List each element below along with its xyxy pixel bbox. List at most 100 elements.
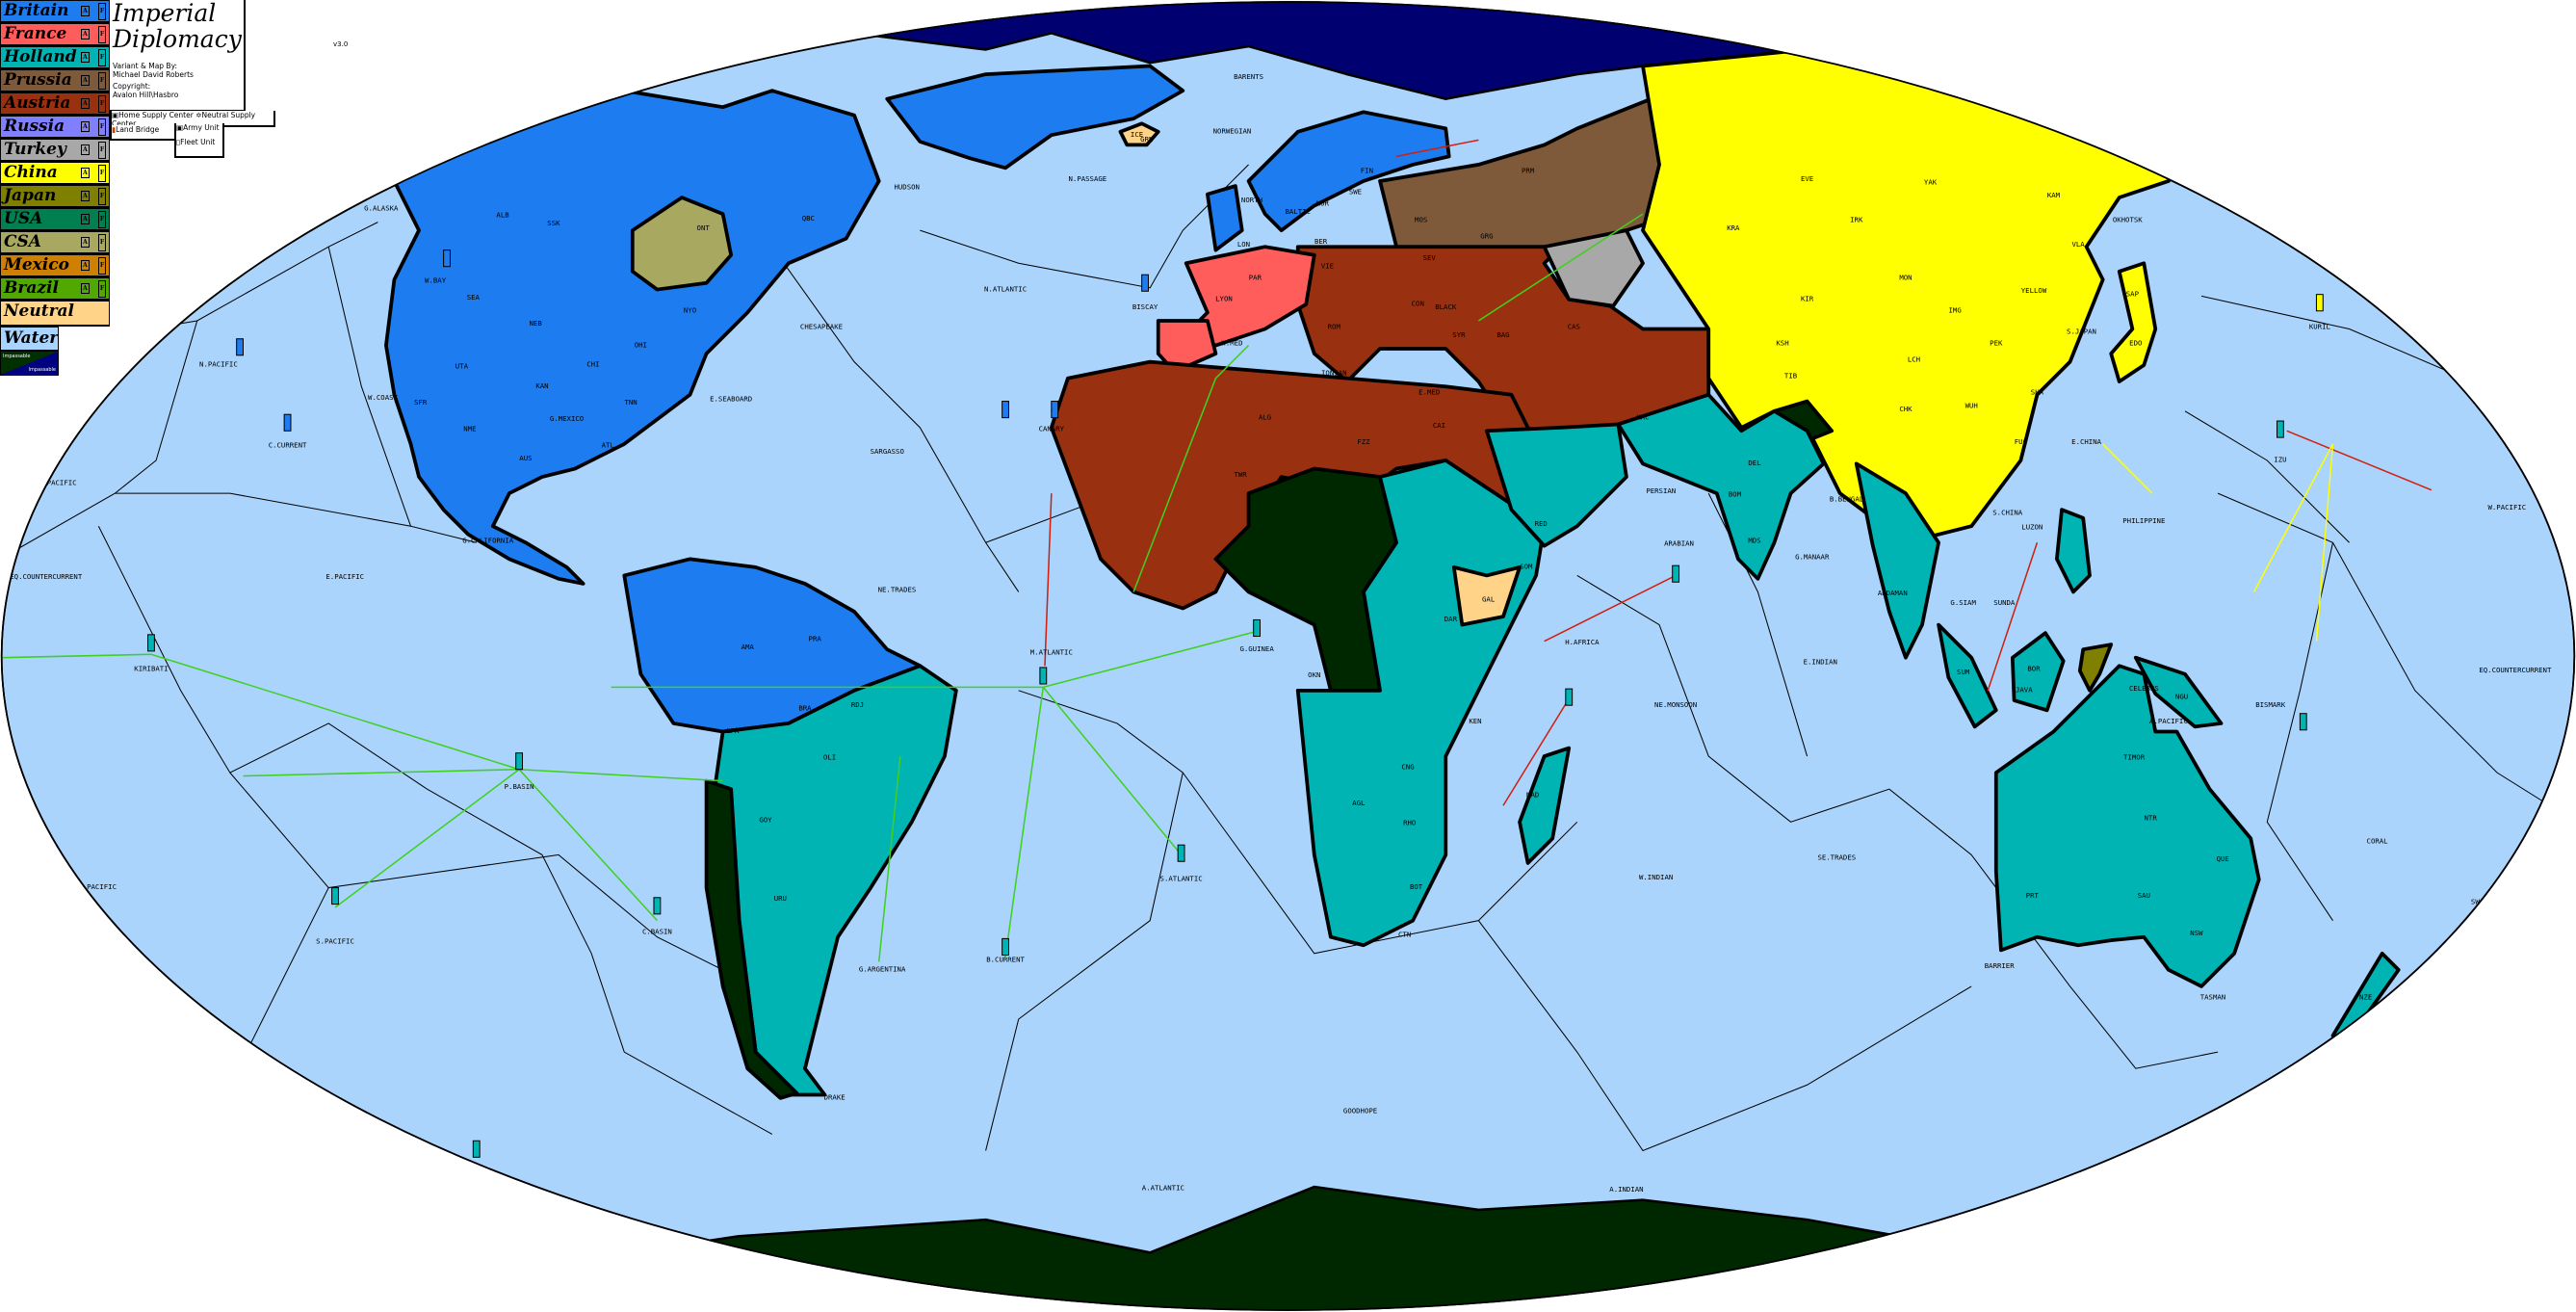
fleet-unit[interactable] — [2407, 220, 2416, 238]
sea-region-kiribati[interactable]: KIRIBATI — [134, 664, 168, 672]
sea-region-echina[interactable]: E.CHINA — [2071, 437, 2101, 446]
sea-region-apacific[interactable]: A.PACIFIC — [2149, 717, 2188, 725]
sea-region-westerlies[interactable]: WESTERLIES — [2476, 317, 2518, 326]
territory-chk[interactable]: CHK — [1899, 405, 1912, 413]
sea-region-nemonsoon[interactable]: NE.MONSOON — [1654, 700, 1697, 709]
territory-sum[interactable]: SUM — [1957, 668, 1970, 676]
sea-region-apacific[interactable]: A.PACIFIC — [457, 1172, 496, 1181]
territory-prm[interactable]: PRM — [1522, 166, 1535, 174]
territory-edo[interactable]: EDO — [2129, 339, 2142, 348]
territory-nor[interactable]: NOR — [1316, 199, 1330, 208]
borneo[interactable] — [2010, 631, 2066, 713]
territory-bag[interactable]: BAG — [1496, 330, 1509, 339]
fleet-unit[interactable] — [1177, 844, 1185, 862]
north-africa[interactable] — [1049, 359, 1555, 611]
fleet-unit[interactable] — [2315, 294, 2324, 312]
sea-region-lyon[interactable]: LYON — [1215, 295, 1233, 303]
sea-region-aindian[interactable]: A.INDIAN — [1609, 1185, 1643, 1194]
territory-ohi[interactable]: OHI — [635, 340, 647, 349]
sea-region-norwegian[interactable]: NORWEGIAN — [1213, 126, 1252, 135]
sea-region-luzon[interactable]: LUZON — [2021, 523, 2043, 532]
japan[interactable] — [2109, 261, 2158, 383]
sea-region-bismark[interactable]: BISMARK — [2255, 700, 2285, 709]
territory-twr[interactable]: TWR — [1234, 470, 1247, 479]
sea-region-red[interactable]: RED — [1535, 519, 1548, 528]
sea-region-eqcountercurrent[interactable]: EQ.COUNTERCURRENT — [2479, 666, 2552, 674]
territory-lon[interactable]: LON — [1237, 240, 1250, 249]
territory-alg[interactable]: ALG — [1259, 412, 1271, 421]
sea-region-westerlies[interactable]: WESTERLIES — [107, 335, 149, 344]
sea-region-philippine[interactable]: PHILIPPINE — [2122, 516, 2165, 525]
sea-region-baltic[interactable]: BALTIC — [1285, 207, 1310, 216]
sea-region-yellow[interactable]: YELLOW — [2021, 286, 2047, 295]
territory-eve[interactable]: EVE — [1801, 174, 1813, 183]
territory-lpa[interactable]: LPA — [726, 726, 740, 735]
british-isles[interactable] — [1206, 184, 1244, 252]
sea-region-okhotsk[interactable]: OKHOTSK — [2113, 216, 2143, 224]
iberia[interactable] — [1156, 319, 1218, 374]
territory-okn[interactable]: OKN — [1308, 670, 1320, 679]
territory-ont[interactable]: ONT — [697, 223, 711, 232]
territory-oli[interactable]: OLI — [823, 752, 836, 761]
sea-region-bering[interactable]: BERING — [258, 182, 283, 191]
sea-region-gmanaar[interactable]: G.MANAAR — [1795, 552, 1830, 561]
territory-krc[interactable]: KRC — [1636, 412, 1649, 421]
sea-region-wpacific[interactable]: W.PACIFIC — [39, 479, 77, 487]
fleet-unit[interactable] — [653, 897, 662, 915]
sea-region-npassage[interactable]: N.PASSAGE — [1069, 174, 1107, 183]
sea-region-gsiam[interactable]: G.SIAM — [1950, 598, 1976, 607]
territory-grg[interactable]: GRG — [1480, 232, 1493, 241]
sea-region-schina[interactable]: S.CHINA — [1992, 508, 2022, 516]
territory-fzz[interactable]: FZZ — [1357, 437, 1370, 446]
europe-scandinavia[interactable] — [1246, 110, 1451, 233]
fleet-unit[interactable] — [283, 413, 292, 432]
north-america[interactable] — [297, 89, 881, 586]
sea-region-wmed[interactable]: W.MED — [1221, 339, 1242, 348]
territory-bor[interactable]: BOR — [2027, 664, 2041, 672]
sea-region-cas[interactable]: CAS — [1568, 323, 1580, 331]
sea-region-sjapan[interactable]: S.JAPAN — [2067, 328, 2096, 336]
territory-uru[interactable]: URU — [774, 894, 787, 903]
territory-vie[interactable]: VIE — [1321, 261, 1334, 270]
territory-gal[interactable]: GAL — [1482, 595, 1496, 604]
territory-chi[interactable]: CHI — [586, 360, 599, 369]
territory-yak[interactable]: YAK — [1924, 177, 1938, 186]
fleet-unit[interactable] — [2299, 713, 2307, 731]
fleet-unit[interactable] — [331, 887, 339, 905]
territory-sha[interactable]: SHA — [2031, 388, 2044, 397]
territory-con[interactable]: CON — [1412, 300, 1424, 308]
fleet-unit[interactable] — [2276, 420, 2284, 438]
territory-bom[interactable]: BOM — [1729, 490, 1742, 499]
territory-img[interactable]: IMG — [1949, 305, 1962, 314]
sea-region-bcurrent[interactable]: B.CURRENT — [986, 955, 1025, 963]
territory-vla[interactable]: VLA — [2071, 240, 2085, 249]
territory-ngu[interactable]: NGU — [2175, 692, 2188, 700]
sea-region-eseaboard[interactable]: E.SEABOARD — [710, 395, 752, 404]
sea-region-natlantic[interactable]: N.ATLANTIC — [984, 284, 1027, 293]
territory-irk[interactable]: IRK — [1850, 216, 1863, 224]
sea-region-aatlantic[interactable]: A.ATLANTIC — [1142, 1183, 1184, 1192]
territory-neb[interactable]: NEB — [530, 319, 543, 328]
sea-region-epacific[interactable]: E.PACIFIC — [325, 572, 364, 581]
sea-region-biscay[interactable]: BISCAY — [1132, 302, 1158, 311]
territory-ntr[interactable]: NTR — [2145, 814, 2158, 823]
territory-mon[interactable]: MON — [1899, 273, 1912, 281]
sea-region-sargasso[interactable]: SARGASSO — [871, 447, 904, 456]
territory-ksh[interactable]: KSH — [1776, 339, 1788, 348]
greenland[interactable] — [885, 64, 1185, 171]
sea-region-cbasin[interactable]: C.BASIN — [642, 927, 672, 935]
territory-nsw[interactable]: NSW — [2190, 929, 2203, 937]
territory-mds[interactable]: MDS — [1748, 536, 1760, 544]
sea-region-spacific[interactable]: S.PACIFIC — [316, 937, 354, 946]
fleet-unit[interactable] — [147, 634, 155, 652]
sea-region-pbasin[interactable]: P.BASIN — [505, 782, 534, 791]
fleet-unit[interactable] — [2493, 289, 2502, 307]
sea-region-galaska[interactable]: G.ALASKA — [364, 204, 399, 213]
sea-region-black[interactable]: BLACK — [1435, 302, 1457, 311]
sea-region-drake[interactable]: DRAKE — [824, 1093, 846, 1102]
fleet-unit[interactable] — [1039, 667, 1048, 685]
sea-region-canary[interactable]: CANARY — [1039, 424, 1065, 433]
sea-region-tasman[interactable]: TASMAN — [2200, 993, 2225, 1002]
sea-region-celebes[interactable]: CELEBES — [2129, 684, 2159, 693]
territory-grn[interactable]: GRN — [1140, 135, 1153, 144]
